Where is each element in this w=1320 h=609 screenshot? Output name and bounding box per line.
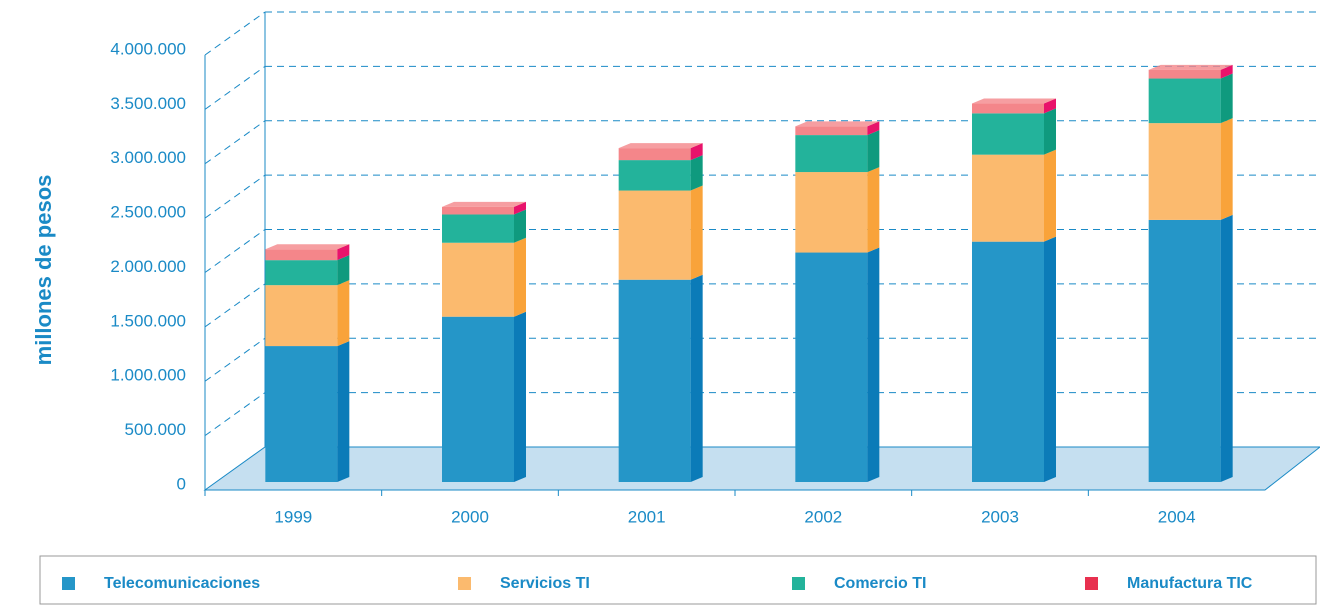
legend-swatch	[458, 577, 471, 590]
bar-segment	[972, 154, 1044, 242]
y-tick-label: 1.500.000	[110, 311, 186, 330]
bar-top	[972, 98, 1056, 104]
bar-side	[337, 255, 350, 286]
bar-side	[867, 130, 880, 173]
bar-segment	[1148, 123, 1221, 220]
bar-top	[265, 244, 350, 250]
bar-segment	[618, 279, 691, 482]
bar-side	[1220, 73, 1233, 124]
grid-line	[204, 283, 266, 328]
x-tick-label: 2002	[804, 507, 842, 526]
legend-label: Comercio TI	[834, 575, 926, 592]
legend-label: Servicios TI	[500, 575, 590, 592]
bar-side	[867, 167, 880, 253]
bar-side	[867, 247, 880, 482]
bar-segment	[265, 346, 338, 482]
bar-side	[1220, 214, 1233, 482]
grid-line	[204, 11, 266, 56]
y-tick-label: 1.000.000	[110, 366, 186, 385]
bar-segment	[795, 172, 868, 253]
legend-swatch	[62, 577, 75, 590]
bar-top	[442, 201, 526, 207]
bar-segment	[972, 113, 1044, 155]
bar-segment	[795, 126, 868, 136]
bar-segment	[1148, 69, 1221, 79]
bar-segment	[442, 206, 514, 215]
bar-top	[795, 121, 880, 127]
x-tick-label: 2003	[981, 507, 1019, 526]
bar-side	[514, 201, 526, 215]
grid-line	[204, 229, 266, 273]
bar-side	[337, 244, 350, 261]
bar-side	[690, 143, 703, 161]
y-tick-label: 2.000.000	[110, 257, 186, 276]
grid-line	[204, 120, 266, 165]
bar-side	[690, 155, 703, 191]
bar-segment	[618, 160, 691, 191]
bar-side	[1220, 118, 1233, 220]
bar-segment	[795, 135, 868, 173]
bar-side	[1044, 149, 1056, 242]
y-tick-label: 3.000.000	[110, 148, 186, 167]
bar-side	[1044, 236, 1056, 482]
bar-segment	[442, 242, 514, 317]
y-axis-label: millones de pesos	[31, 175, 56, 366]
legend-label: Manufactura TIC	[1127, 575, 1253, 592]
bar-side	[337, 341, 350, 482]
bar-side	[514, 311, 526, 482]
grid-line	[204, 174, 266, 219]
bar-side	[690, 274, 703, 482]
bar-side	[1044, 98, 1056, 114]
bar-segment	[618, 148, 691, 161]
y-tick-label: 3.500.000	[110, 94, 186, 113]
y-tick-label: 4.000.000	[110, 39, 186, 58]
bar-side	[514, 209, 526, 243]
bar-segment	[972, 103, 1044, 114]
legend-box	[39, 555, 1317, 605]
bar-segment	[618, 190, 691, 280]
x-tick-label: 2000	[451, 507, 489, 526]
bar-segment	[442, 316, 514, 482]
bar-side	[867, 121, 880, 136]
bar-side	[514, 237, 526, 317]
bar-top	[1148, 64, 1233, 70]
x-tick-label: 1999	[274, 507, 312, 526]
bar-segment	[442, 214, 514, 243]
x-tick-label: 2001	[628, 507, 666, 526]
bar-segment	[972, 241, 1044, 482]
x-tick-label: 2004	[1158, 507, 1196, 526]
bar-segment	[795, 252, 868, 482]
y-tick-label: 500.000	[125, 420, 186, 439]
bar-side	[1220, 64, 1233, 79]
bar-side	[690, 185, 703, 280]
grid-line	[204, 65, 266, 110]
bar-segment	[265, 285, 338, 347]
bar-side	[337, 280, 350, 347]
y-tick-label: 2.500.000	[110, 203, 186, 222]
bar-segment	[1148, 219, 1221, 482]
y-tick-label: 0	[177, 474, 186, 493]
bar-segment	[265, 249, 338, 261]
bar-segment	[265, 260, 338, 286]
legend-swatch	[1085, 577, 1098, 590]
legend-swatch	[792, 577, 805, 590]
bar-side	[1044, 108, 1056, 155]
legend-label: Telecomunicaciones	[104, 575, 260, 592]
bar-segment	[1148, 78, 1221, 124]
grid-line	[204, 337, 266, 382]
grid-line	[204, 392, 266, 437]
bar-top	[618, 143, 703, 149]
